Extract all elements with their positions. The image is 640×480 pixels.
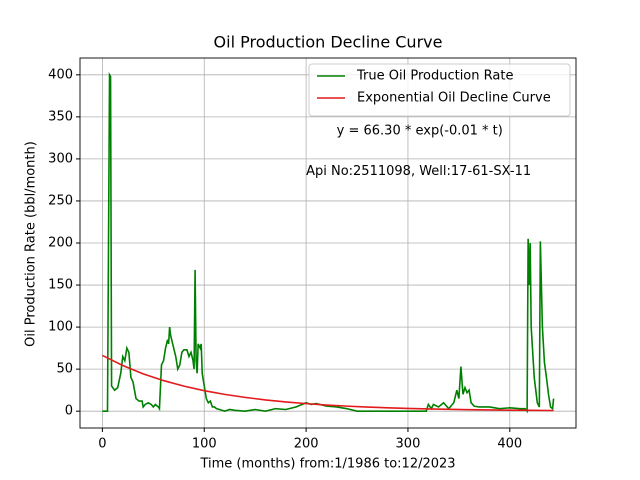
- data-line: [102, 354, 554, 412]
- y-tick-label: 200: [48, 236, 73, 251]
- x-axis-label: Time (months) from:1/1986 to:12/2023: [199, 457, 455, 472]
- x-tick-label: 200: [294, 437, 319, 452]
- y-tick-label: 50: [56, 362, 73, 377]
- legend-box: [308, 63, 571, 117]
- x-tick-label: 100: [192, 437, 217, 452]
- y-tick-label: 350: [48, 109, 73, 124]
- y-tick-label: 250: [48, 193, 73, 208]
- chart-title: Oil Production Decline Curve: [214, 33, 443, 52]
- data-line: [102, 71, 555, 414]
- y-tick-label: 400: [48, 67, 73, 82]
- legend-label: True Oil Production Rate: [356, 69, 513, 84]
- y-tick-label: 0: [65, 404, 73, 419]
- annotation: Api No:2511098, Well:17-61-SX-11: [306, 164, 531, 179]
- legend-label: Exponential Oil Decline Curve: [357, 91, 551, 106]
- annotation: y = 66.30 * exp(-0.01 * t): [337, 124, 503, 139]
- x-tick-label: 0: [98, 437, 106, 452]
- plot-frame: [79, 57, 577, 429]
- y-tick-label: 150: [48, 278, 73, 293]
- y-tick-label: 300: [48, 151, 73, 166]
- y-tick-label: 100: [48, 320, 73, 335]
- x-tick-label: 400: [497, 437, 522, 452]
- x-tick-label: 300: [396, 437, 421, 452]
- y-axis-label: Oil Production Rate (bbl/month): [24, 141, 39, 347]
